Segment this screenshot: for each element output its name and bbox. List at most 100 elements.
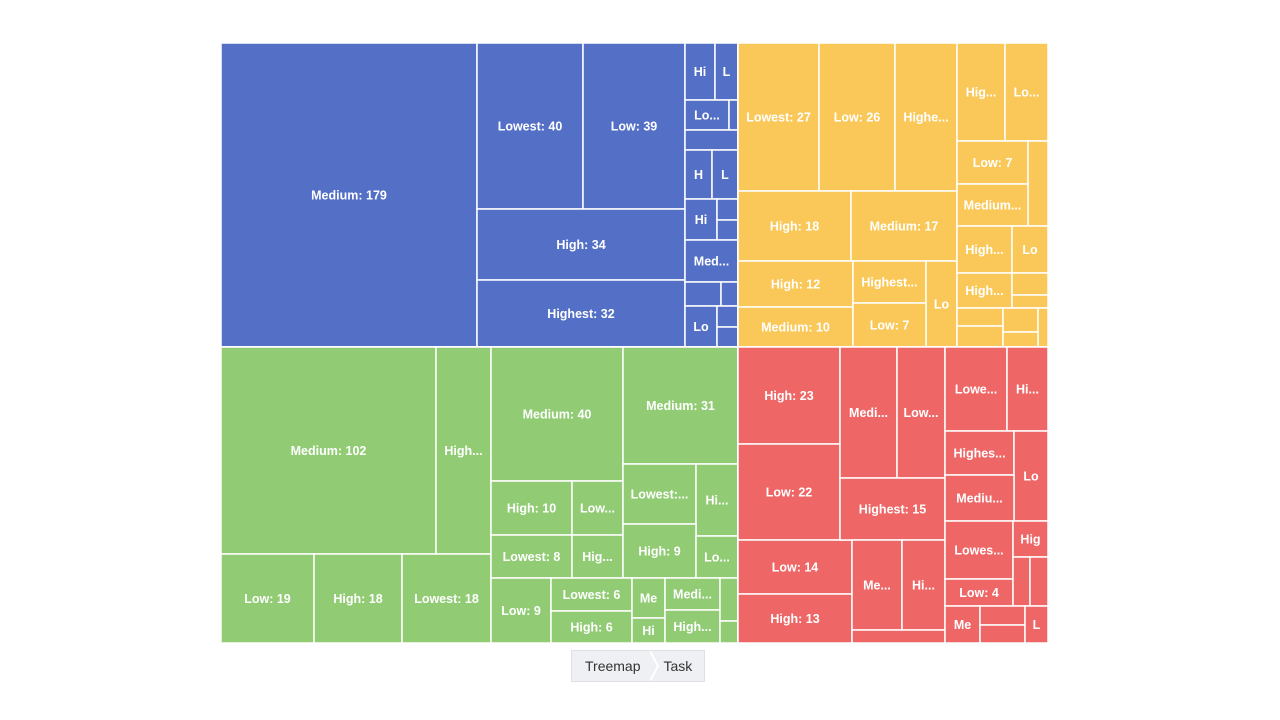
treemap-tile-label: High: 9 bbox=[638, 545, 680, 559]
treemap-tile-label: Lowest: 27 bbox=[746, 111, 811, 125]
treemap-tile[interactable] bbox=[956, 325, 1004, 348]
treemap-tile-label: Me... bbox=[863, 579, 891, 593]
treemap-tile[interactable] bbox=[695, 463, 739, 537]
treemap-tile[interactable] bbox=[571, 480, 624, 536]
treemap-tile[interactable] bbox=[622, 346, 739, 465]
treemap-tile[interactable] bbox=[944, 346, 1008, 432]
treemap-tile[interactable] bbox=[1002, 331, 1039, 348]
treemap-tile[interactable] bbox=[737, 346, 841, 445]
treemap-tile[interactable] bbox=[716, 305, 739, 328]
treemap-tile[interactable] bbox=[956, 307, 1004, 327]
treemap-group-3[interactable]: Medium: 102 High... Low: 19 High: 18 Lowest:… bbox=[220, 346, 739, 644]
treemap-tile-label: Lo bbox=[1023, 470, 1039, 484]
treemap-tile[interactable] bbox=[1013, 430, 1049, 522]
breadcrumb: Treemap Task bbox=[571, 650, 706, 682]
treemap-tile[interactable] bbox=[476, 279, 686, 348]
treemap-tile[interactable] bbox=[944, 605, 981, 644]
treemap-tile[interactable] bbox=[1011, 294, 1049, 309]
treemap-tile[interactable] bbox=[716, 198, 739, 221]
treemap-tile-label: High: 10 bbox=[507, 502, 556, 516]
treemap-tile-label: Lo... bbox=[704, 551, 730, 565]
treemap-tile-label: Lo bbox=[1022, 243, 1038, 257]
treemap-tile[interactable] bbox=[1037, 307, 1049, 348]
treemap-tile-label: Highest: 15 bbox=[859, 503, 926, 517]
treemap-tile[interactable] bbox=[850, 190, 958, 262]
treemap-tile[interactable] bbox=[839, 477, 946, 541]
treemap-tile-label: Medi... bbox=[673, 588, 712, 602]
treemap-tile[interactable] bbox=[684, 99, 730, 131]
treemap-tile[interactable] bbox=[490, 534, 573, 579]
treemap-tile[interactable] bbox=[944, 578, 1014, 607]
treemap-tile[interactable] bbox=[716, 219, 739, 241]
treemap-tile-label: Low... bbox=[580, 502, 615, 516]
treemap-tile[interactable] bbox=[851, 539, 903, 631]
treemap-tile[interactable] bbox=[1027, 140, 1049, 227]
treemap-tile[interactable] bbox=[839, 346, 898, 479]
treemap-tile[interactable] bbox=[737, 306, 854, 348]
treemap-tile[interactable] bbox=[550, 610, 633, 644]
treemap-tile[interactable] bbox=[737, 42, 820, 192]
treemap-tile-label: Hi bbox=[695, 213, 708, 227]
treemap-tile[interactable] bbox=[737, 260, 854, 308]
treemap-tile-label: Low: 26 bbox=[834, 111, 881, 125]
treemap-tile-label: Lowest: 8 bbox=[503, 550, 561, 564]
treemap-tile[interactable] bbox=[550, 577, 633, 612]
treemap-tile-label: Medium: 17 bbox=[870, 220, 939, 234]
treemap-tile[interactable] bbox=[631, 617, 666, 644]
treemap-tile[interactable] bbox=[979, 605, 1026, 626]
treemap-tile[interactable] bbox=[737, 593, 853, 644]
treemap-tile[interactable] bbox=[220, 42, 478, 348]
treemap-tile[interactable] bbox=[956, 42, 1006, 142]
treemap-tile[interactable] bbox=[1011, 272, 1049, 296]
treemap-tile[interactable] bbox=[716, 326, 739, 348]
treemap-group-1[interactable]: Medium: 179 Lowest: 40 Low: 39 High: 34 High… bbox=[220, 42, 739, 348]
treemap-tile-label: High... bbox=[965, 284, 1003, 298]
treemap-tile-label: Low: 7 bbox=[870, 319, 910, 333]
treemap-tile[interactable] bbox=[956, 183, 1029, 227]
treemap-tile[interactable] bbox=[737, 190, 852, 262]
treemap-tile[interactable] bbox=[220, 346, 437, 555]
treemap-tile[interactable] bbox=[684, 281, 722, 307]
treemap-tile-label: Med... bbox=[694, 255, 729, 269]
treemap-tile[interactable] bbox=[1012, 556, 1031, 607]
treemap-tile[interactable] bbox=[719, 577, 739, 622]
treemap-tile[interactable] bbox=[728, 99, 739, 131]
treemap-tile[interactable] bbox=[490, 346, 624, 482]
treemap-tile[interactable] bbox=[925, 260, 958, 348]
treemap-tile[interactable] bbox=[1002, 307, 1039, 333]
treemap-tile[interactable] bbox=[476, 42, 584, 210]
breadcrumb-root[interactable]: Treemap bbox=[571, 650, 650, 682]
treemap-tile[interactable] bbox=[582, 42, 686, 210]
treemap-tile[interactable] bbox=[852, 260, 927, 304]
treemap-group-4[interactable]: High: 23 Low: 22 Low: 14 High: 13 Medi... Low… bbox=[737, 346, 1049, 644]
treemap-tile[interactable] bbox=[1011, 225, 1049, 274]
treemap-tile[interactable] bbox=[1024, 605, 1049, 644]
treemap-tile-label: High: 6 bbox=[570, 621, 612, 635]
treemap-tile[interactable] bbox=[894, 42, 958, 192]
treemap-tile[interactable] bbox=[720, 281, 739, 307]
treemap-tile[interactable] bbox=[818, 42, 896, 192]
treemap-tile[interactable] bbox=[684, 239, 739, 283]
treemap-tile[interactable] bbox=[1004, 42, 1049, 142]
treemap-tile-label: L bbox=[1033, 618, 1041, 632]
treemap-tile[interactable] bbox=[1029, 556, 1049, 607]
treemap-tile[interactable] bbox=[979, 624, 1026, 644]
treemap-tile[interactable] bbox=[711, 149, 739, 200]
treemap-group-2[interactable]: Lowest: 27 Low: 26 Highe... Hig... Lo... Low:… bbox=[737, 42, 1049, 348]
treemap-tile[interactable] bbox=[664, 609, 721, 644]
treemap-tile-label: Highest... bbox=[861, 276, 917, 290]
treemap-tile[interactable] bbox=[622, 523, 697, 579]
treemap-tile[interactable] bbox=[571, 534, 624, 579]
treemap-tile-label: Lowest: 6 bbox=[563, 588, 621, 602]
treemap-tile[interactable] bbox=[220, 553, 315, 644]
treemap-tile[interactable] bbox=[719, 620, 739, 644]
treemap-tile[interactable] bbox=[737, 539, 853, 595]
treemap-tile[interactable] bbox=[852, 302, 927, 348]
treemap-tile[interactable] bbox=[901, 539, 946, 631]
treemap-tile[interactable] bbox=[851, 629, 946, 644]
treemap-tile[interactable] bbox=[490, 577, 552, 644]
treemap-tile[interactable] bbox=[401, 553, 492, 644]
treemap-tile[interactable] bbox=[684, 129, 739, 151]
breadcrumb-current[interactable]: Task bbox=[659, 650, 706, 682]
